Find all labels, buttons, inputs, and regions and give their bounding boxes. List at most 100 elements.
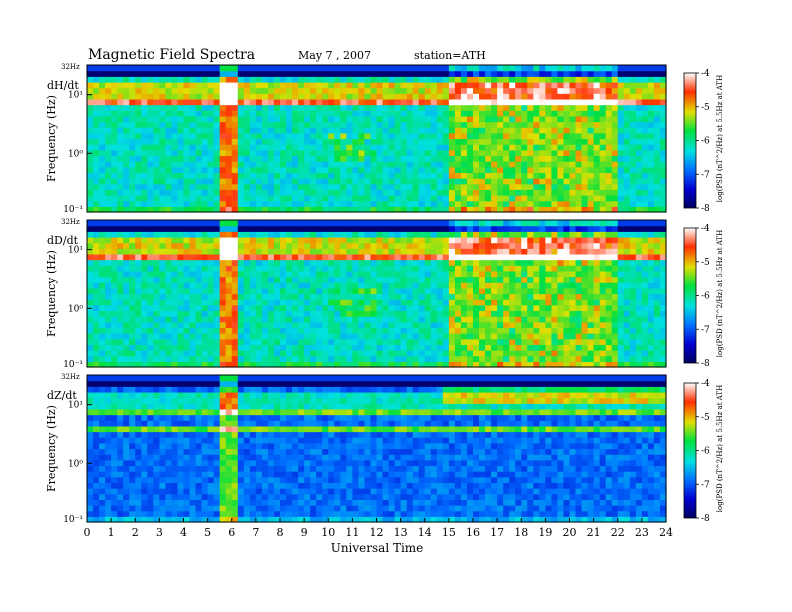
- spectrogram-cell: [183, 253, 191, 261]
- spectrogram-cell: [575, 361, 583, 368]
- spectrogram-cell: [105, 276, 112, 283]
- spectrogram-cell: [117, 231, 124, 238]
- spectrogram-cell: [563, 195, 571, 202]
- spectrogram-cell: [207, 225, 215, 232]
- spectrogram-cell: [159, 270, 167, 278]
- spectrogram-cell: [593, 270, 601, 278]
- spectrogram-cell: [521, 333, 528, 340]
- spectrogram-cell: [412, 93, 420, 100]
- spectrogram-cell: [503, 65, 510, 72]
- spectrogram-cell: [153, 155, 160, 162]
- spectrogram-cell: [551, 259, 559, 266]
- spectrogram-cell: [641, 127, 649, 134]
- spectrogram-cell: [466, 81, 474, 89]
- spectrogram-cell: [653, 265, 661, 272]
- spectrogram-cell: [316, 127, 323, 134]
- spectrogram-cell: [171, 259, 179, 266]
- spectrogram-cell: [117, 104, 124, 111]
- spectrogram-cell: [376, 287, 384, 295]
- spectrogram-cell: [647, 361, 655, 368]
- spectrogram-cell: [593, 115, 601, 123]
- spectrogram-cell: [545, 338, 553, 345]
- spectrogram-cell: [376, 121, 384, 128]
- spectrogram-cell: [165, 132, 173, 140]
- spectrogram-cell: [497, 316, 504, 323]
- spectrogram-cell: [189, 220, 197, 227]
- spectrogram-cell: [322, 236, 329, 244]
- spectrogram-cell: [267, 242, 275, 249]
- spectrogram-cell: [267, 104, 275, 111]
- spectrogram-cell: [99, 282, 106, 289]
- spectrogram-cell: [527, 287, 534, 295]
- spectrogram-cell: [171, 316, 179, 323]
- spectrogram-cell: [243, 327, 251, 334]
- spectrogram-cell: [400, 265, 408, 272]
- spectrogram-cell: [249, 259, 257, 266]
- spectrogram-cell: [340, 236, 347, 244]
- spectrogram-cell: [243, 355, 251, 362]
- spectrogram-cell: [213, 231, 221, 238]
- spectrogram-cell: [539, 121, 546, 128]
- spectrogram-cell: [635, 236, 643, 244]
- spectrogram-cell: [497, 138, 504, 145]
- spectrogram-cell: [231, 220, 239, 227]
- spectrogram-cell: [189, 299, 197, 306]
- spectrogram-cell: [623, 161, 631, 168]
- spectrogram-cell: [491, 242, 498, 249]
- spectrogram-cell: [334, 361, 341, 368]
- spectrogram-cell: [581, 121, 589, 128]
- spectrogram-cell: [213, 98, 221, 106]
- spectrogram-cell: [364, 242, 372, 249]
- spectrogram-cell: [611, 178, 619, 185]
- spectrogram-cell: [340, 127, 347, 134]
- spectrogram-cell: [153, 127, 160, 134]
- spectrogram-cell: [479, 166, 486, 174]
- spectrogram-cell: [479, 206, 486, 213]
- spectrogram-cell: [195, 138, 203, 145]
- spectrogram-cell: [159, 236, 167, 244]
- spectrogram-cell: [557, 310, 565, 317]
- spectrogram-cell: [292, 327, 299, 334]
- spectrogram-cell: [430, 350, 438, 357]
- spectrogram-cell: [201, 110, 209, 117]
- spectrogram-cell: [412, 242, 420, 249]
- spectrogram-cell: [225, 172, 233, 179]
- spectrogram-cell: [424, 344, 432, 351]
- spectrogram-cell: [292, 242, 299, 249]
- spectrogram-cell: [587, 253, 595, 261]
- spectrogram-cell: [165, 172, 173, 179]
- spectrogram-cell: [165, 93, 173, 100]
- spectrogram-cell: [641, 225, 649, 232]
- spectrogram-cell: [454, 178, 462, 185]
- spectrogram-cell: [99, 70, 106, 77]
- spectrogram-cell: [231, 87, 239, 94]
- spectrogram-cell: [195, 333, 203, 340]
- spectrogram-cell: [231, 344, 239, 351]
- spectrogram-cell: [153, 270, 160, 278]
- spectrogram-cell: [412, 253, 420, 261]
- spectrogram-cell: [485, 350, 492, 357]
- spectrogram-cell: [328, 200, 335, 207]
- spectrogram-cell: [388, 81, 396, 89]
- spectrogram-cell: [424, 206, 432, 213]
- spectrogram-cell: [135, 242, 142, 249]
- spectrogram-cell: [473, 138, 480, 145]
- spectrogram-cell: [249, 166, 257, 174]
- spectrogram-cell: [376, 98, 384, 106]
- spectrogram-cell: [189, 270, 197, 278]
- spectrogram-cell: [551, 338, 559, 345]
- spectrogram-cell: [509, 225, 516, 232]
- spectrogram-cell: [406, 183, 414, 190]
- spectrogram-cell: [623, 344, 631, 351]
- spectrogram-cell: [292, 172, 299, 179]
- spectrogram-cell: [237, 195, 245, 202]
- spectrogram-cell: [521, 236, 528, 244]
- spectrogram-cell: [237, 149, 245, 157]
- spectrogram-cell: [599, 321, 607, 329]
- spectrogram-cell: [509, 161, 516, 168]
- spectrogram-cell: [255, 155, 263, 162]
- spectrogram-cell: [629, 310, 637, 317]
- spectrogram-cell: [165, 316, 173, 323]
- spectrogram-cell: [382, 310, 390, 317]
- spectrogram-cell: [388, 183, 396, 190]
